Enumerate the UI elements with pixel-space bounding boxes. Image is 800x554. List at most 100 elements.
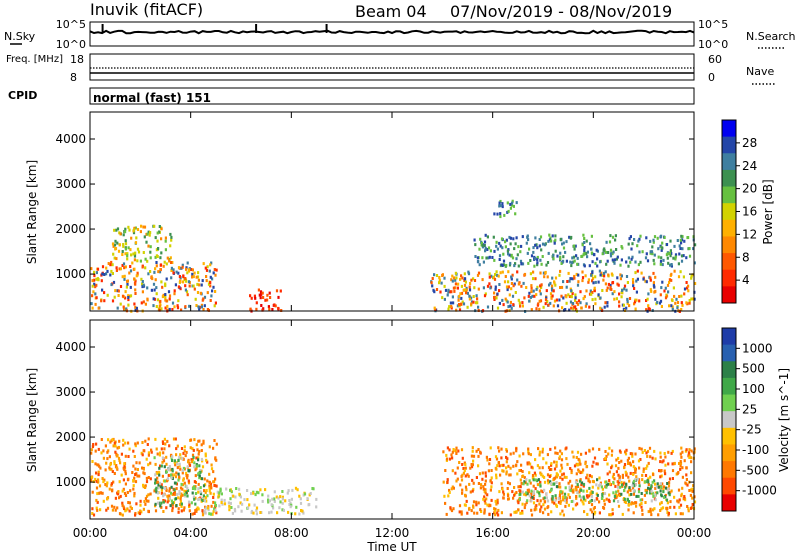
echo-cell — [121, 513, 124, 517]
echo-cell — [638, 481, 641, 485]
echo-cell — [638, 250, 641, 254]
echo-cell — [133, 258, 136, 262]
echo-cell — [652, 473, 655, 477]
echo-cell — [208, 484, 211, 488]
echo-cell — [133, 254, 137, 258]
echo-cell — [587, 280, 590, 284]
echo-cell — [533, 294, 536, 298]
echo-cell — [134, 480, 138, 484]
echo-cell — [621, 512, 624, 516]
echo-cell — [519, 250, 522, 254]
echo-cell — [95, 271, 98, 275]
echo-cell — [529, 453, 532, 457]
echo-cell — [633, 484, 636, 488]
echo-cell — [487, 246, 491, 250]
noise-right-tick-top: 10^5 — [698, 18, 728, 31]
echo-cell — [690, 460, 693, 464]
echo-cell — [509, 300, 512, 304]
echo-cell — [593, 456, 597, 460]
echo-cell — [606, 286, 609, 290]
echo-cell — [456, 286, 459, 290]
echo-cell — [255, 490, 258, 494]
echo-cell — [146, 443, 149, 446]
echo-cell — [268, 307, 271, 311]
echo-cell — [665, 294, 669, 298]
echo-cell — [653, 290, 656, 294]
echo-cell — [508, 293, 511, 297]
echo-cell — [193, 485, 196, 489]
echo-cell — [680, 446, 683, 450]
echo-cell — [157, 501, 160, 505]
echo-cell — [683, 239, 686, 243]
echo-cell — [177, 458, 180, 462]
echo-cell — [692, 247, 695, 251]
echo-cell — [667, 487, 670, 491]
echo-cell — [547, 512, 550, 516]
echo-cell — [546, 479, 550, 483]
echo-cell — [438, 281, 441, 285]
echo-cell — [497, 508, 500, 512]
echo-cell — [206, 479, 209, 483]
echo-cell — [544, 302, 547, 306]
echo-cell — [223, 502, 227, 506]
echo-cell — [606, 301, 609, 305]
echo-cell — [633, 238, 636, 241]
echo-cell — [111, 470, 114, 473]
echo-cell — [634, 307, 637, 311]
echo-cell — [302, 511, 305, 515]
echo-cell — [154, 236, 157, 240]
echo-cell — [521, 509, 524, 513]
echo-cell — [472, 487, 475, 491]
echo-cell — [255, 506, 259, 510]
echo-cell — [654, 297, 657, 301]
echo-cell — [133, 302, 136, 306]
echo-cell — [204, 266, 207, 270]
echo-cell — [194, 492, 198, 495]
echo-cell — [640, 505, 643, 509]
echo-cell — [530, 508, 533, 512]
echo-cell — [529, 272, 532, 276]
velocity-echoes — [90, 437, 697, 517]
echo-cell — [594, 261, 597, 265]
echo-cell — [463, 503, 466, 507]
echo-cell — [290, 497, 293, 501]
echo-cell — [173, 289, 176, 293]
echo-cell — [687, 289, 690, 293]
echo-cell — [618, 475, 621, 479]
echo-cell — [633, 300, 637, 304]
colorbar-segment-9 — [722, 269, 736, 287]
echo-cell — [613, 290, 616, 294]
echo-cell — [676, 301, 680, 304]
echo-cell — [621, 475, 624, 479]
echo-cell — [463, 469, 466, 473]
echo-cell — [627, 475, 630, 479]
echo-cell — [186, 261, 189, 265]
echo-cell — [135, 306, 138, 310]
echo-cell — [539, 292, 542, 296]
echo-cell — [163, 447, 166, 451]
echo-cell — [129, 265, 132, 268]
echo-cell — [144, 439, 147, 443]
echo-cell — [574, 485, 577, 489]
colorbar-segment-9 — [722, 477, 736, 495]
echo-cell — [681, 486, 684, 490]
echo-cell — [176, 466, 179, 470]
echo-cell — [143, 472, 146, 476]
echo-cell — [159, 268, 162, 271]
echo-cell — [250, 492, 253, 496]
echo-cell — [640, 271, 643, 275]
echo-cell — [206, 308, 209, 311]
colorbar-segment-0 — [722, 328, 736, 346]
echo-cell — [101, 272, 104, 276]
echo-cell — [679, 270, 682, 274]
echo-cell — [109, 440, 112, 444]
echo-cell — [649, 239, 652, 243]
echo-cell — [553, 460, 556, 464]
echo-cell — [449, 301, 452, 305]
echo-cell — [597, 280, 600, 284]
echo-cell — [197, 487, 200, 491]
echo-cell — [262, 296, 265, 299]
echo-cell — [584, 274, 587, 278]
echo-cell — [188, 304, 191, 308]
